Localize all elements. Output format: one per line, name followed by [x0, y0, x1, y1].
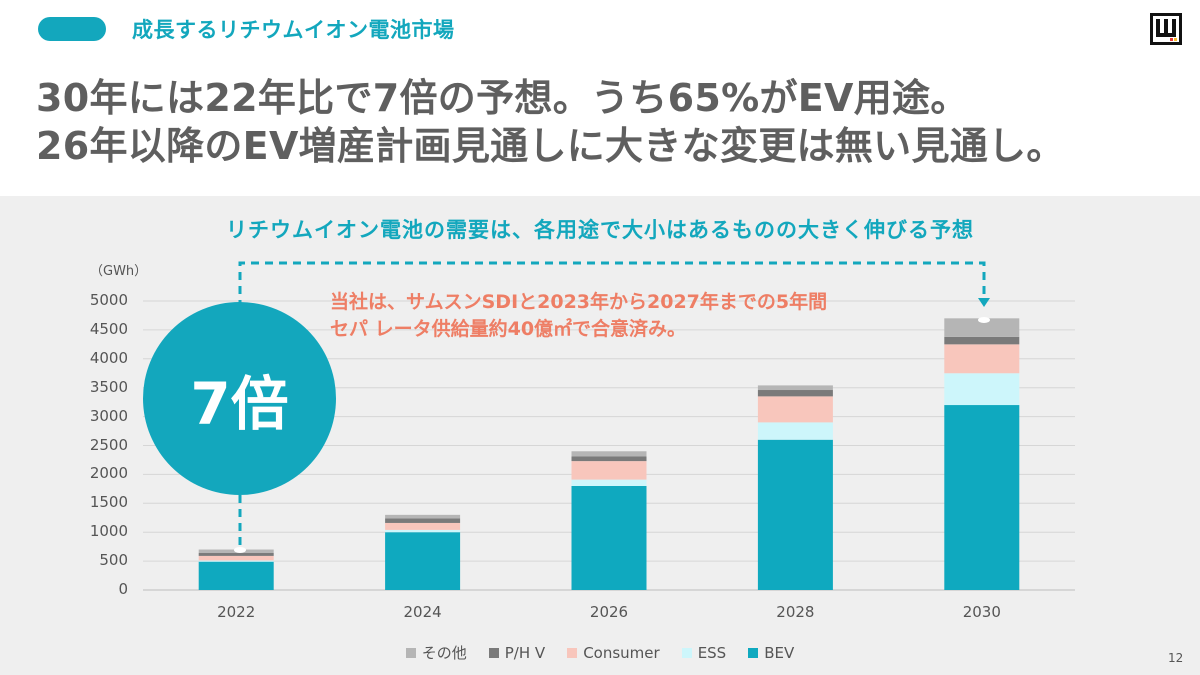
company-logo-icon [1150, 13, 1182, 45]
bar-consumer-2022 [198, 555, 274, 561]
bar-ess-2026 [571, 479, 647, 486]
legend-swatch [748, 647, 759, 658]
legend-swatch [567, 647, 578, 658]
bar-phv-2024 [385, 518, 461, 523]
connector-dot-2022 [234, 547, 246, 553]
y-tick-label: 4000 [89, 348, 128, 367]
legend-swatch [681, 647, 692, 658]
legend-swatch [488, 647, 499, 658]
bar-bev-2024 [385, 532, 461, 590]
bar-phv-2026 [571, 456, 647, 462]
legend-item: その他 [405, 642, 467, 663]
connector-dot-2030 [978, 317, 990, 323]
bar-consumer-2030 [944, 344, 1020, 374]
page-headline: 30年には22年比で7倍の予想。うち65%がEV用途。 26年以降のEV増産計画… [36, 74, 1065, 170]
section-pill [38, 17, 106, 41]
legend-label: その他 [421, 644, 467, 662]
x-tick-label: 2028 [776, 603, 815, 621]
bar--2030 [944, 318, 1020, 337]
connector-arrow-icon [978, 298, 990, 307]
legend-item: Consumer [567, 642, 660, 663]
annotation-line-1: 当社は、サムスンSDIと2023年から2027年までの5年間 [330, 291, 828, 313]
bar--2024 [385, 514, 461, 519]
bar--2026 [571, 451, 647, 457]
x-tick-label: 2022 [217, 603, 256, 621]
bar-bev-2022 [198, 561, 274, 590]
bar-consumer-2026 [571, 461, 647, 480]
agreement-annotation: 当社は、サムスンSDIと2023年から2027年までの5年間 セパ レータ供給量… [330, 289, 827, 343]
headline-line-2: 26年以降のEV増産計画見通しに大きな変更は無い見通し。 [36, 124, 1065, 168]
y-tick-label: 1000 [89, 522, 128, 541]
legend-swatch [405, 647, 416, 658]
y-tick-label: 3500 [89, 377, 128, 396]
page-number: 12 [1168, 651, 1184, 665]
bar-bev-2028 [757, 439, 833, 590]
chart-bars [198, 318, 1020, 590]
bar-ess-2024 [385, 529, 461, 533]
y-tick-label: 2500 [89, 435, 128, 454]
growth-multiplier-badge: 7倍 [143, 302, 336, 495]
bar--2028 [757, 385, 833, 391]
section-title: 成長するリチウムイオン電池市場 [132, 18, 455, 42]
y-axis-unit-label: （GWh） [90, 264, 148, 279]
headline-line-1: 30年には22年比で7倍の予想。うち65%がEV用途。 [36, 76, 969, 120]
annotation-line-2: セパ レータ供給量約40億㎡で合意済み。 [330, 318, 687, 340]
y-tick-label: 2000 [89, 464, 128, 483]
bar-phv-2022 [198, 553, 274, 556]
legend-item: ESS [681, 642, 727, 663]
growth-multiplier-text: 7倍 [190, 369, 289, 438]
legend-item: P/H V [488, 642, 546, 663]
y-tick-label: 500 [99, 551, 128, 570]
bar-ess-2028 [757, 422, 833, 440]
y-tick-label: 5000 [89, 291, 128, 309]
chart-legend: その他 P/H V Consumer ESS BEV [0, 642, 1200, 663]
x-tick-label: 2030 [962, 603, 1001, 621]
bar-phv-2028 [757, 390, 833, 397]
bar-consumer-2024 [385, 522, 461, 530]
legend-label: ESS [697, 643, 727, 662]
legend-label: Consumer [583, 643, 660, 662]
bar-ess-2022 [198, 560, 274, 562]
x-tick-label: 2024 [403, 603, 442, 621]
y-tick-label: 1500 [89, 493, 128, 512]
x-tick-label: 2026 [589, 603, 629, 621]
bar-bev-2030 [944, 405, 1020, 590]
legend-item: BEV [748, 642, 794, 663]
bar-phv-2030 [944, 336, 1020, 345]
legend-label: P/H V [504, 643, 546, 662]
bar-ess-2030 [944, 373, 1020, 406]
y-tick-label: 0 [118, 580, 128, 598]
bar-consumer-2028 [757, 396, 833, 423]
y-tick-label: 3000 [89, 406, 128, 425]
chart-title: リチウムイオン電池の需要は、各用途で大小はあるものの大きく伸びる予想 [226, 218, 974, 242]
legend-label: BEV [764, 643, 795, 662]
y-tick-label: 4500 [89, 319, 128, 338]
bar-bev-2026 [571, 485, 647, 590]
